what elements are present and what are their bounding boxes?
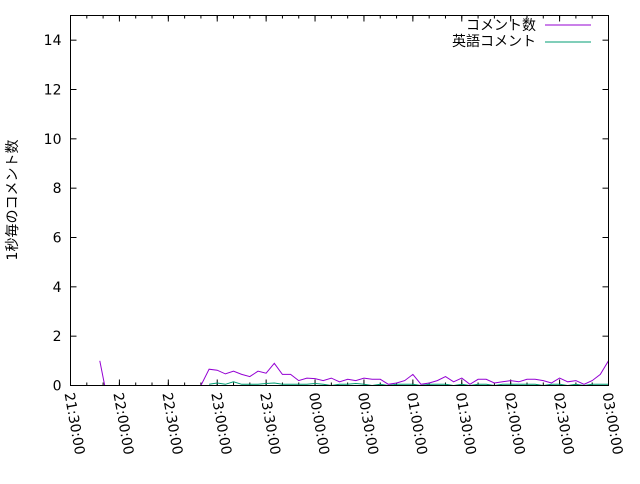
x-tick-label: 01:00:00 bbox=[403, 391, 430, 456]
x-tick-label: 00:30:00 bbox=[354, 391, 381, 456]
series-line-0 bbox=[99, 360, 609, 386]
y-tick-label: 14 bbox=[44, 33, 62, 49]
plot-frame bbox=[70, 15, 609, 386]
x-tick-label: 23:00:00 bbox=[207, 391, 234, 456]
y-tick-label: 4 bbox=[53, 280, 62, 296]
x-tick-label: 22:00:00 bbox=[109, 391, 136, 456]
y-axis-label: 1秒毎のコメント数 bbox=[5, 140, 21, 261]
y-tick-label: 8 bbox=[53, 181, 62, 197]
x-tick-label: 23:30:00 bbox=[256, 391, 283, 456]
y-tick-label: 0 bbox=[53, 379, 62, 395]
x-tick-label: 02:30:00 bbox=[550, 391, 577, 456]
y-tick-label: 6 bbox=[53, 231, 62, 247]
x-tick-label: 03:00:00 bbox=[599, 391, 626, 456]
x-tick-label: 01:30:00 bbox=[452, 391, 479, 456]
y-tick-label: 12 bbox=[44, 83, 62, 99]
x-tick-label: 22:30:00 bbox=[158, 391, 185, 456]
x-tick-label: 02:00:00 bbox=[501, 391, 528, 456]
x-tick-label: 00:00:00 bbox=[305, 391, 332, 456]
x-tick-label: 21:30:00 bbox=[61, 391, 88, 456]
series-lines bbox=[99, 360, 609, 387]
legend: コメント数 英語コメント bbox=[452, 18, 591, 50]
y-tick-label: 2 bbox=[53, 329, 62, 345]
legend-label-english: 英語コメント bbox=[452, 33, 536, 50]
axis-ticks: 0 2 4 6 8 10 12 14 21:30:00 22:00:00 22:30:00 23:00… bbox=[44, 15, 626, 456]
y-tick-label: 10 bbox=[44, 132, 62, 148]
legend-label-comments: コメント数 bbox=[466, 18, 536, 34]
